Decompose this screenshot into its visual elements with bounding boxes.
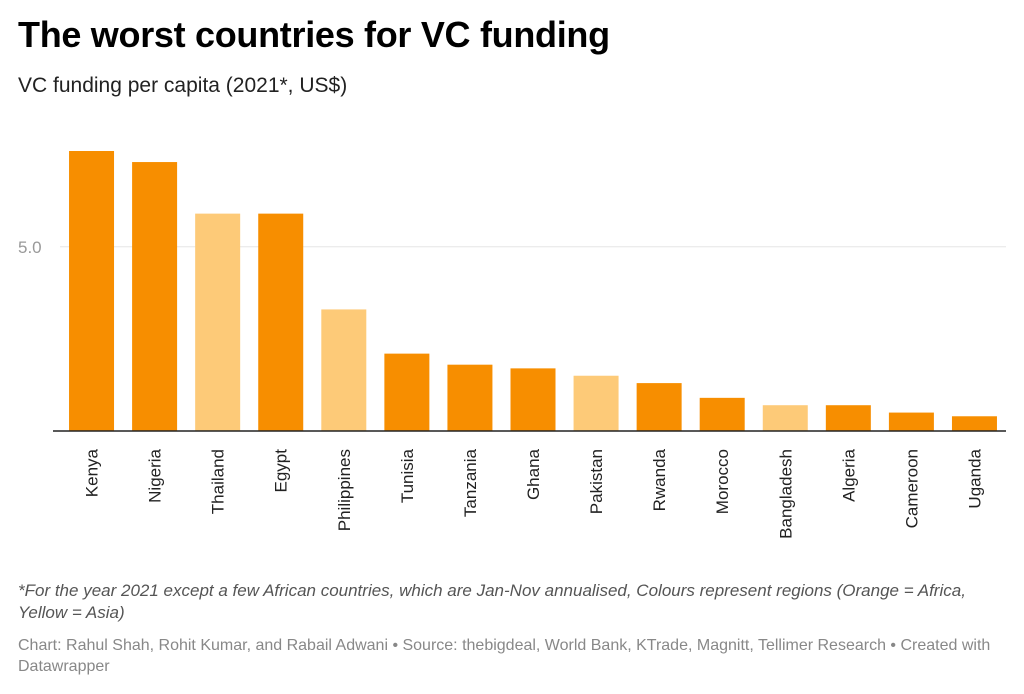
- x-tick-label: Pakistan: [587, 449, 606, 514]
- bar-uganda: [951, 416, 997, 431]
- bar-tunisia: [384, 353, 430, 431]
- chart-title: The worst countries for VC funding: [18, 14, 610, 55]
- x-tick-label: Tanzania: [461, 448, 480, 517]
- x-tick-label: Thailand: [209, 449, 228, 514]
- x-tick-label: Cameroon: [902, 449, 921, 528]
- bar-egypt: [258, 213, 304, 431]
- x-axis: Kenya Nigeria Thailand Egypt Philippines Tuni…: [53, 430, 1006, 539]
- bars: [69, 151, 997, 432]
- x-tick-label: Algeria: [839, 448, 858, 501]
- x-tick-label: Kenya: [83, 448, 102, 497]
- bar-pakistan: [573, 375, 619, 431]
- x-tick-label: Ghana: [524, 448, 543, 500]
- bar-bangladesh: [762, 405, 808, 431]
- x-tick-label: Morocco: [713, 449, 732, 514]
- bar-nigeria: [132, 162, 178, 432]
- x-tick-label: Nigeria: [146, 448, 165, 502]
- bar-ghana: [510, 368, 556, 431]
- bar-cameroon: [888, 412, 934, 431]
- x-tick-label: Rwanda: [650, 448, 669, 511]
- chart-subtitle: VC funding per capita (2021*, US$): [18, 74, 348, 97]
- bar-chart: 5.0 Kenya Nigeria Thailand Egypt Philippines…: [18, 151, 1006, 539]
- bar-tanzania: [447, 364, 493, 431]
- x-tick-label: Egypt: [272, 449, 291, 493]
- credit-line: Chart: Rahul Shah, Rohit Kumar, and Raba…: [18, 637, 991, 675]
- bar-thailand: [195, 213, 241, 431]
- bar-morocco: [699, 397, 745, 431]
- y-tick-label: 5.0: [18, 238, 42, 257]
- footnote: *For the year 2021 except a few African …: [18, 581, 966, 622]
- bar-rwanda: [636, 383, 682, 431]
- bar-kenya: [69, 151, 115, 431]
- x-tick-label: Tunisia: [398, 448, 417, 503]
- bar-philippines: [321, 309, 367, 431]
- x-tick-label: Uganda: [965, 448, 984, 508]
- x-tick-label: Bangladesh: [776, 449, 795, 539]
- x-tick-label: Philippines: [335, 449, 354, 531]
- bar-algeria: [825, 405, 871, 431]
